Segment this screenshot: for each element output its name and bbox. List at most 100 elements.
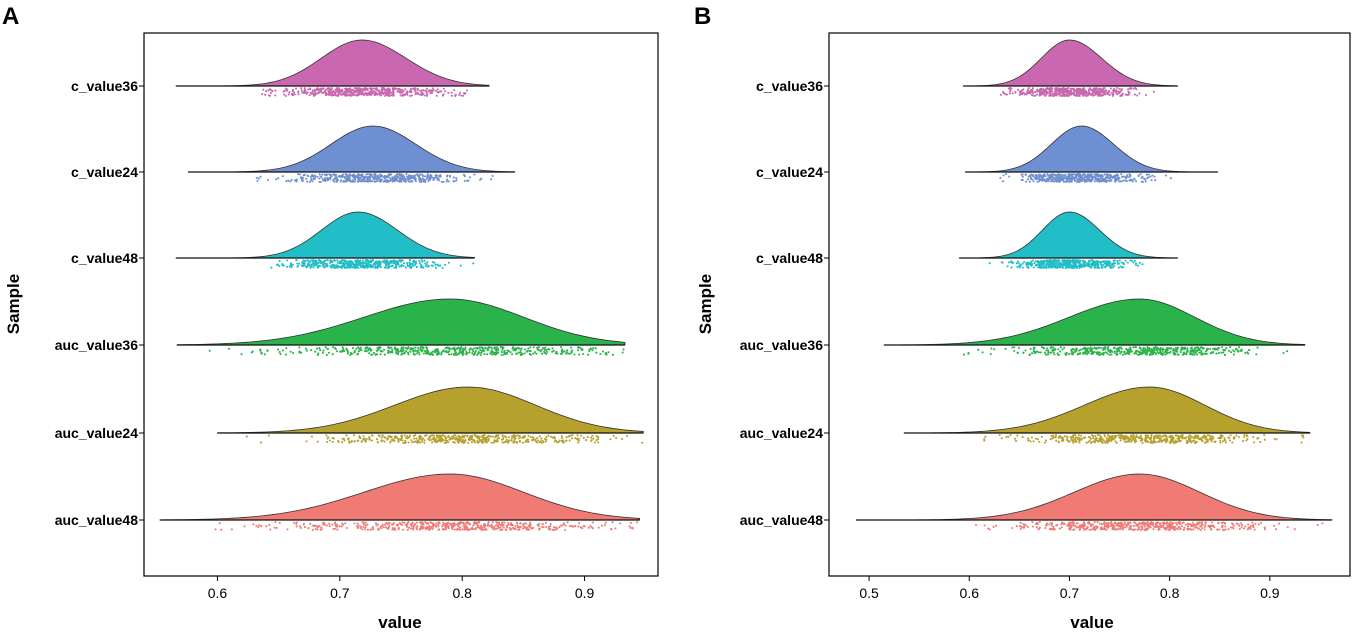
data-point [491,435,494,438]
data-point [1092,87,1095,90]
data-point [436,88,439,91]
data-point [423,259,426,262]
data-point [1130,179,1133,182]
data-point [536,437,539,440]
data-point [545,352,548,355]
data-point [325,353,328,357]
data-point [302,174,305,177]
data-point [284,353,287,356]
data-point [510,437,513,440]
data-point [1065,88,1068,91]
data-point [488,524,491,527]
data-point [1041,175,1044,178]
data-point [587,526,590,529]
data-point [397,350,400,353]
data-point [544,440,547,443]
data-point [376,441,379,444]
data-point [465,353,468,356]
density-c-value48-b [958,211,1179,259]
data-point [446,525,449,528]
data-point [386,438,389,441]
data-point [404,88,407,91]
data-point [1097,262,1100,266]
data-point [325,174,328,177]
data-point [1111,350,1114,353]
data-point [423,175,427,178]
data-point [1058,173,1061,176]
data-point [1029,347,1032,350]
data-point [530,527,533,530]
data-point [373,94,376,97]
data-point [321,177,324,180]
data-point [391,260,395,263]
data-point [1034,90,1037,93]
data-point [540,348,543,351]
points-c-value36-b [999,86,1155,98]
data-point [353,180,356,183]
data-point [379,180,382,183]
data-point [564,439,568,443]
data-point [383,179,386,182]
data-point [566,349,569,352]
data-point [1095,347,1098,350]
data-point [307,175,310,178]
data-point [434,89,438,92]
data-point [557,440,560,444]
data-point [341,174,344,177]
data-point [484,528,488,531]
data-point [1052,260,1055,263]
data-point [1082,173,1085,176]
data-point [1017,88,1020,91]
data-point [1008,92,1011,95]
data-point [568,352,571,355]
data-point [359,437,362,440]
data-point [435,525,438,528]
data-point [1024,349,1027,352]
data-point [1144,178,1147,181]
data-point [334,266,337,269]
data-point [322,349,325,352]
data-point [1031,259,1034,262]
data-point [313,177,316,180]
data-point [259,441,263,444]
data-point [1073,260,1076,263]
data-point [552,349,555,352]
data-point [1122,261,1125,264]
density-c-value36-b [962,39,1179,87]
x-tick-label-a: 0.8 [452,585,472,601]
y-tick-label-c-value36-a: c_value36 [71,78,138,94]
data-point [414,174,417,177]
data-point [370,261,373,264]
data-point [452,522,456,525]
data-point [309,178,313,181]
data-point [497,521,501,524]
data-point [447,91,450,94]
data-point [1116,174,1120,177]
data-point [417,439,420,442]
data-point [1148,347,1151,350]
data-point [1120,93,1123,96]
data-point [372,351,375,354]
data-point [1120,266,1124,269]
data-point [463,92,466,95]
data-point [321,173,324,176]
data-point [1134,180,1138,183]
data-point [1090,353,1093,356]
data-point [518,526,521,529]
data-point [379,175,383,178]
data-point [1086,263,1089,266]
data-point [1046,347,1049,350]
data-point [317,91,320,94]
data-point [441,524,445,527]
data-point [442,528,445,531]
data-point [363,523,366,526]
data-point [1121,92,1125,95]
data-point [430,91,433,94]
data-point [428,528,431,531]
data-point [380,436,383,439]
data-point [1092,176,1095,179]
data-point [1127,93,1130,96]
data-point [1116,353,1119,356]
data-point [390,264,393,268]
data-point [1033,262,1036,265]
